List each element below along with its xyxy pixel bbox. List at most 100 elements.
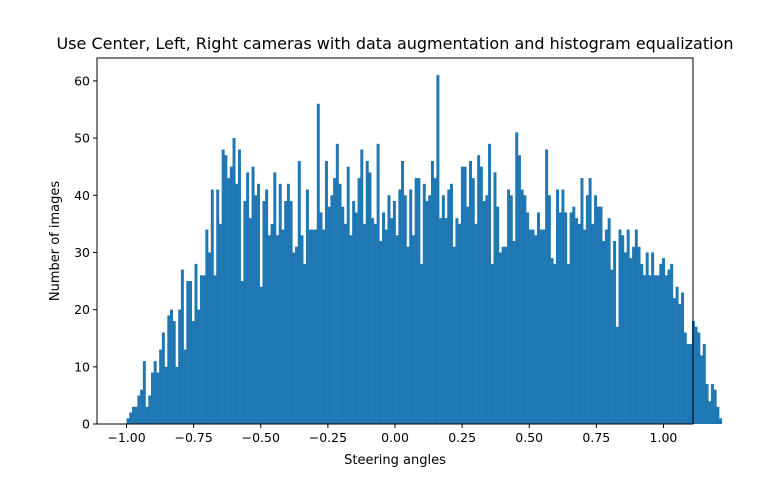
x-tick-label: 0.50 — [515, 430, 543, 445]
histogram-bar — [523, 195, 527, 424]
histogram-bar — [596, 206, 600, 424]
histogram-bar — [295, 246, 299, 424]
histogram-bar — [390, 218, 394, 425]
histogram-bar — [634, 229, 638, 424]
histogram-bar — [689, 343, 693, 424]
y-tick-label: 30 — [74, 245, 90, 260]
histogram-bar — [403, 195, 407, 424]
histogram-bar — [229, 166, 233, 424]
histogram-bar — [303, 263, 307, 425]
histogram-bar — [286, 183, 290, 424]
histogram-bar — [602, 241, 606, 424]
histogram-bar — [417, 178, 421, 424]
histogram-bar — [678, 303, 682, 424]
x-tick-label: 0.75 — [582, 430, 610, 445]
histogram-bar — [420, 263, 424, 425]
histogram-bar — [569, 212, 573, 424]
histogram-bar — [632, 246, 636, 424]
histogram-bar — [297, 160, 301, 424]
histogram-bar — [273, 172, 277, 425]
histogram-bar — [550, 258, 554, 424]
histogram-bar — [308, 229, 312, 424]
histogram-bar — [311, 229, 315, 424]
x-tick-label: −0.75 — [174, 430, 212, 445]
histogram-bar — [708, 401, 712, 425]
histogram-bar — [667, 269, 671, 424]
histogram-bar — [360, 149, 364, 424]
histogram-bar — [719, 418, 723, 424]
histogram-bar — [507, 189, 511, 424]
histogram-bar — [324, 160, 328, 424]
histogram-bar — [621, 235, 625, 424]
histogram-bar — [493, 172, 497, 425]
histogram-bar — [346, 166, 350, 424]
histogram-bar — [406, 246, 410, 424]
histogram-bar — [341, 206, 345, 424]
x-tick-label: 1.00 — [650, 430, 678, 445]
histogram-bar — [558, 212, 562, 424]
histogram-bar — [327, 206, 331, 424]
histogram-bar — [501, 246, 505, 424]
histogram-bar — [189, 281, 193, 424]
histogram-bar — [477, 155, 481, 424]
histogram-bar — [645, 252, 649, 424]
histogram-bar — [254, 195, 258, 424]
histogram-bar — [458, 223, 462, 424]
histogram-bar — [129, 412, 133, 424]
histogram-bar — [716, 406, 720, 424]
histogram-bar — [656, 275, 660, 424]
histogram-bar — [545, 149, 549, 424]
histogram-bar — [240, 281, 244, 424]
histogram-bar — [265, 189, 269, 424]
histogram-bar — [618, 229, 622, 424]
histogram-bar — [425, 200, 429, 424]
histogram-bar — [640, 263, 644, 425]
histogram-bar — [373, 223, 377, 424]
histogram-bar — [629, 258, 633, 424]
histogram-bar — [485, 195, 489, 424]
histogram-bar — [186, 281, 190, 424]
histogram-bar — [580, 178, 584, 424]
histogram-bar — [534, 235, 538, 424]
histogram-bar — [333, 178, 337, 424]
histogram-bar — [504, 246, 508, 424]
histogram-bar — [471, 178, 475, 424]
histogram-bar — [194, 263, 198, 425]
histogram-bar — [322, 229, 326, 424]
histogram-bar — [224, 155, 228, 424]
histogram-bar — [145, 406, 149, 424]
histogram-bar — [172, 321, 176, 424]
x-tick-label: −0.25 — [309, 430, 347, 445]
histogram-bar — [379, 241, 383, 424]
histogram-bar — [178, 309, 182, 425]
histogram-bar — [395, 235, 399, 424]
histogram-bar — [142, 361, 146, 424]
histogram-bar — [335, 143, 339, 424]
histogram-bar — [248, 218, 252, 425]
histogram-bar — [626, 229, 630, 424]
y-tick-label: 0 — [82, 417, 90, 432]
histogram-bar — [643, 275, 646, 424]
histogram-bar — [422, 183, 426, 424]
histogram-bar — [343, 223, 347, 424]
histogram-bar — [316, 103, 320, 424]
histogram-bar — [218, 223, 222, 424]
histogram-bar — [371, 218, 375, 425]
histogram-bar — [267, 235, 271, 424]
histogram-bar — [637, 246, 641, 424]
histogram-bar — [148, 395, 152, 424]
histogram-bar — [170, 309, 173, 425]
histogram-bar — [575, 218, 579, 425]
histogram-bar — [512, 241, 516, 424]
histogram-bar — [159, 349, 163, 424]
histogram-bar — [705, 383, 709, 424]
histogram-bar — [623, 252, 627, 424]
y-tick-label: 20 — [74, 302, 90, 317]
histogram-bar — [330, 195, 334, 424]
histogram-bar — [526, 212, 530, 424]
y-tick-label: 40 — [74, 188, 90, 203]
x-tick-label: −0.50 — [242, 430, 280, 445]
histogram-bar — [613, 241, 617, 424]
